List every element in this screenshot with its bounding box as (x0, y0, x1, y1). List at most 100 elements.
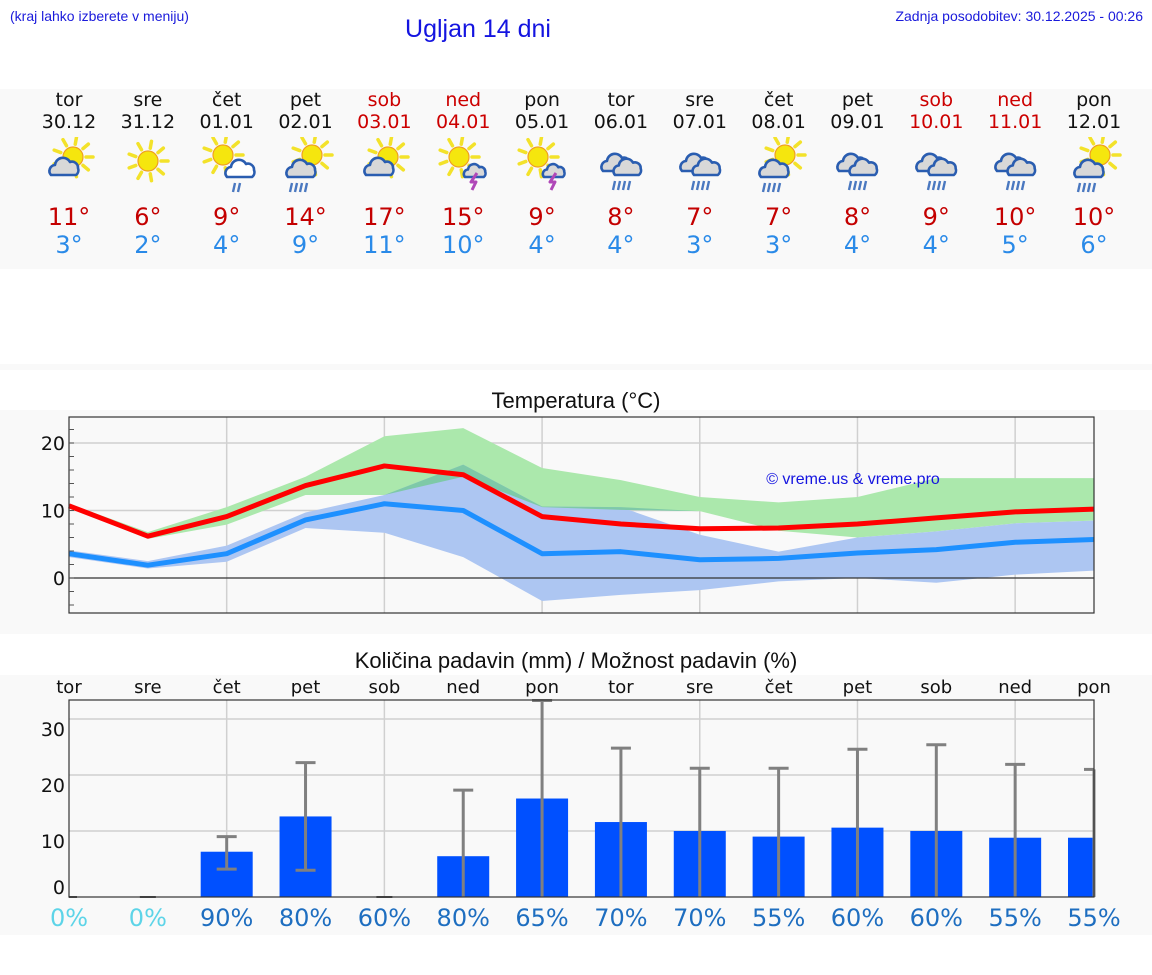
sun-cloud-rain-icon (1073, 133, 1122, 193)
day-column: sob 03.01 17° 11° (345, 89, 423, 259)
precip-chance-label: 0% (129, 904, 167, 932)
precip-day-label: tor (56, 677, 82, 698)
cloudy-rain-icon (600, 152, 643, 191)
day-date: 31.12 (120, 111, 176, 133)
location-hint-link[interactable]: (kraj lahko izberete v meniju) (10, 8, 189, 24)
precip-day-label: sob (368, 677, 400, 698)
precip-day-label: čet (213, 677, 241, 698)
y-tick-label: 20 (41, 775, 65, 797)
max-temp: 9° (922, 203, 950, 231)
precip-day-label: pon (1077, 677, 1111, 698)
sun-cloud-light-rain-icon (202, 133, 256, 193)
precip-chance-label: 0% (50, 904, 88, 932)
day-column: čet 01.01 9° 4° (188, 89, 266, 259)
max-temp: 10° (1072, 203, 1116, 231)
day-name: tor (607, 89, 635, 111)
min-temp: 4° (922, 231, 950, 259)
day-date: 06.01 (593, 111, 649, 133)
min-temp: 2° (134, 231, 162, 259)
temperature-chart: © vreme.us & vreme.pro 20 10 0 (41, 416, 1095, 614)
partly-cloudy-icon (363, 135, 411, 179)
day-name: pet (289, 89, 322, 111)
precipitation-chart: 30 20 10 0 tor sre čet pet sob ned pon tor sre čet pet… (41, 677, 1121, 932)
sun-thunderstorm-icon (438, 135, 488, 191)
max-temp: 6° (134, 203, 162, 231)
day-date: 04.01 (436, 111, 491, 133)
cloudy-rain-icon (836, 152, 879, 191)
precip-chance-label: 70% (594, 904, 647, 932)
day-name: sre (133, 89, 163, 111)
min-temp: 6° (1080, 231, 1108, 259)
copyright-watermark: © vreme.us & vreme.pro (766, 471, 940, 488)
y-tick-label: 0 (53, 568, 65, 590)
max-temp: 8° (843, 203, 872, 231)
min-temp: 11° (363, 231, 406, 259)
min-temp: 9° (291, 231, 320, 259)
day-date: 05.01 (514, 111, 570, 133)
precip-chance-label: 65% (515, 904, 568, 932)
partly-cloudy-icon (48, 135, 95, 179)
precip-chance-label: 80% (279, 904, 332, 932)
cloudy-rain-icon (915, 152, 958, 191)
day-column: ned 04.01 15° 10° (424, 89, 502, 259)
precip-day-label: sre (686, 677, 713, 698)
day-name: pon (524, 89, 560, 111)
y-tick-label: 20 (41, 433, 65, 455)
precip-chance-label: 55% (752, 904, 805, 932)
cloudy-rain-icon (678, 152, 722, 191)
daily-forecast-strip: tor 30.12 11° 3° sre 31.12 6° 2° čet 01.01 9° 4° pet… (0, 89, 1152, 269)
precip-day-label: pet (291, 677, 321, 698)
precip-chance-label: 60% (831, 904, 884, 932)
temperature-chart-title: Temperatura (°C) (491, 388, 661, 413)
y-tick-label: 30 (41, 719, 65, 741)
sun-cloud-rain-icon (284, 133, 334, 193)
day-column: čet 08.01 7° 3° (740, 89, 818, 259)
min-temp: 3° (686, 231, 714, 259)
min-temp: 5° (1001, 231, 1029, 259)
min-temp: 4° (607, 231, 635, 259)
min-temp: 4° (528, 231, 556, 259)
forecast-panel-bg (0, 89, 1152, 269)
day-column: pon 12.01 10° 6° (1055, 89, 1133, 259)
day-column: pet 09.01 8° 4° (818, 89, 896, 259)
min-temp: 3° (55, 231, 83, 259)
day-name: pet (841, 89, 874, 111)
day-column: tor 06.01 8° 4° (582, 89, 660, 259)
day-column: pon 05.01 9° 4° (503, 89, 581, 259)
sun-thunderstorm-icon (517, 135, 566, 191)
day-date: 11.01 (987, 111, 1043, 133)
cloudy-rain-icon (994, 152, 1037, 191)
precip-chance-label: 55% (1067, 904, 1120, 932)
day-date: 08.01 (751, 111, 806, 133)
precip-day-label: sre (134, 677, 161, 698)
sunny-icon (127, 139, 170, 183)
precip-chance-label: 55% (988, 904, 1041, 932)
day-name: čet (211, 89, 242, 111)
precip-day-label: pon (525, 677, 559, 698)
precip-day-label: tor (608, 677, 634, 698)
max-temp: 9° (528, 203, 556, 231)
day-column: tor 30.12 11° 3° (30, 89, 108, 259)
day-name: čet (763, 89, 794, 111)
precip-chance-label: 60% (910, 904, 963, 932)
day-column: sre 31.12 6° 2° (109, 89, 187, 259)
max-temp: 7° (764, 203, 793, 231)
day-column: sre 07.01 7° 3° (661, 89, 739, 259)
max-temp: 7° (686, 203, 714, 231)
max-temp: 9° (213, 203, 241, 231)
min-temp: 3° (764, 231, 793, 259)
min-temp: 10° (441, 231, 485, 259)
precip-day-label: sob (920, 677, 952, 698)
max-temp: 15° (441, 203, 485, 231)
day-column: sob 10.01 9° 4° (897, 89, 975, 259)
y-tick-label: 0 (53, 877, 65, 899)
max-temp: 8° (607, 203, 635, 231)
day-name: sre (685, 89, 715, 111)
day-date: 02.01 (278, 111, 333, 133)
precipitation-chart-title: Količina padavin (mm) / Možnost padavin … (354, 648, 798, 673)
day-name: sob (367, 89, 402, 111)
day-date: 30.12 (41, 111, 97, 133)
precip-day-label: čet (765, 677, 793, 698)
day-name: ned (445, 89, 482, 111)
max-temp: 17° (363, 203, 406, 231)
